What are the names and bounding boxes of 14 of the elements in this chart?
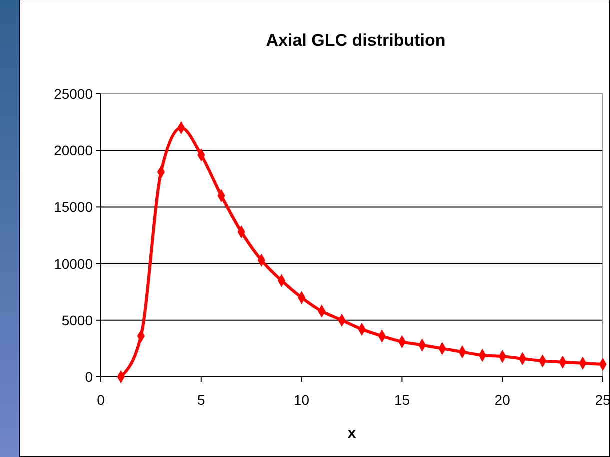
y-tick-label: 10000 <box>54 256 94 272</box>
chart-title: Axial GLC distribution <box>266 31 446 50</box>
y-tick-label: 15000 <box>54 199 94 216</box>
y-tick-label: 0 <box>85 369 94 385</box>
x-tick-label: 5 <box>198 392 206 408</box>
x-tick-label: 20 <box>494 392 511 408</box>
x-tick-label: 25 <box>595 392 610 408</box>
y-tick-label: 20000 <box>54 142 94 159</box>
x-axis-title: x <box>348 425 357 442</box>
y-tick-label: 5000 <box>62 312 94 328</box>
x-tick-label: 0 <box>97 392 106 408</box>
x-tick-label: 10 <box>294 392 310 408</box>
y-tick-label: 25000 <box>54 86 94 102</box>
x-tick-label: 15 <box>394 392 410 408</box>
